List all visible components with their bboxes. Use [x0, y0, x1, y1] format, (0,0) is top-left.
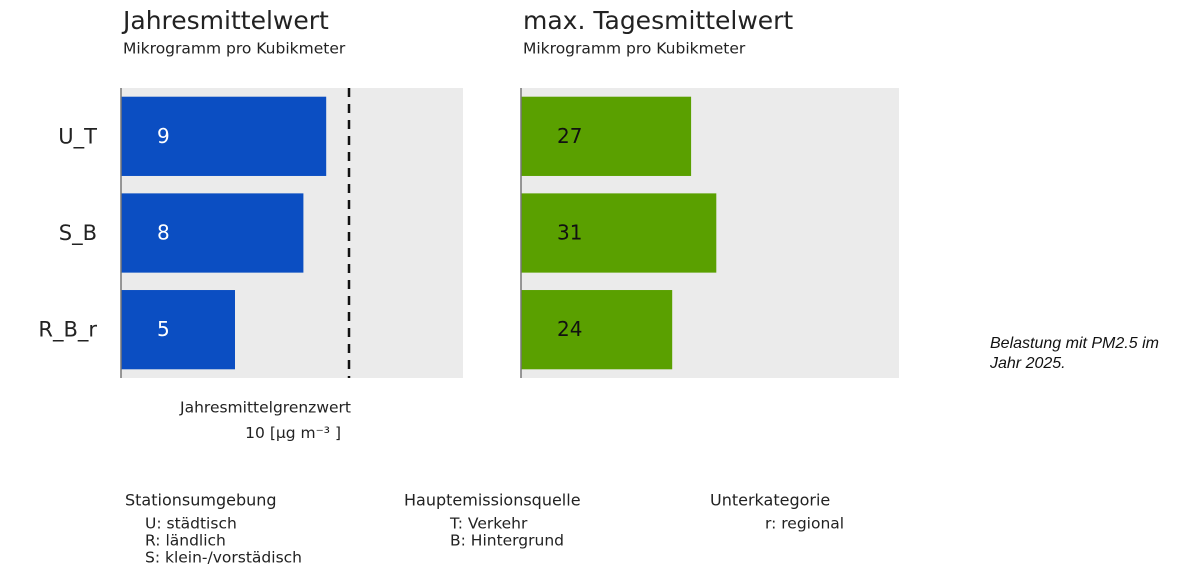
threshold-unit: [µg m⁻³ ] [270, 424, 341, 442]
bar [121, 96, 327, 176]
chart-title: max. Tagesmittelwert [523, 6, 793, 35]
bar [521, 96, 692, 176]
chart-subtitle: Mikrogramm pro Kubikmeter [523, 40, 746, 58]
chart-subtitle: Mikrogramm pro Kubikmeter [123, 40, 346, 58]
bar [521, 193, 717, 273]
legend-item: R: ländlich [145, 532, 226, 550]
legend-item: T: Verkehr [449, 515, 528, 533]
category-label: R_B_r [38, 318, 97, 343]
bar [521, 290, 673, 370]
legend-item: S: klein-/vorstädisch [145, 549, 302, 567]
legend-title: Hauptemissionsquelle [404, 491, 581, 510]
bar [121, 290, 235, 370]
chart-title: Jahresmittelwert [121, 6, 329, 35]
legend-title: Stationsumgebung [125, 491, 277, 510]
caption: Belastung mit PM2.5 im Jahr 2025. [990, 335, 1159, 372]
value-label: 8 [157, 221, 170, 245]
threshold-number: 10 [245, 424, 265, 442]
legend-item: r: regional [765, 515, 844, 533]
category-label: U_T [58, 124, 97, 149]
legend-item: B: Hintergrund [450, 532, 564, 550]
legend-title: Unterkategorie [710, 491, 830, 510]
value-label: 5 [157, 317, 170, 341]
threshold-value: 10 [µg m⁻³ ] [245, 424, 341, 442]
value-label: 9 [157, 124, 170, 148]
value-label: 27 [557, 124, 582, 148]
value-label: 31 [557, 221, 582, 245]
category-label: S_B [59, 221, 97, 246]
value-label: 24 [557, 317, 582, 341]
legend-item: U: städtisch [145, 515, 237, 533]
threshold-label: Jahresmittelgrenzwert [179, 399, 351, 417]
bar [121, 193, 304, 273]
